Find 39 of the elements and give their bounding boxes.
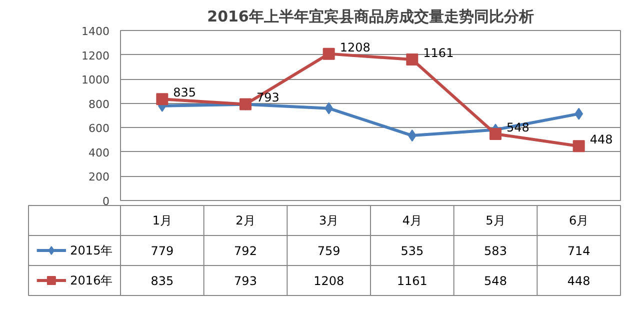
x-tick-label: 5月 [486, 214, 506, 228]
data-label: 835 [150, 274, 174, 288]
x-tick-label: 1月 [152, 214, 172, 228]
data-label: 779 [150, 244, 174, 258]
x-tick-label: 3月 [319, 214, 339, 228]
y-tick-label: 200 [88, 170, 110, 184]
annotation: 1161 [423, 46, 454, 60]
y-tick-label: 400 [88, 146, 110, 160]
data-label: 714 [567, 244, 590, 258]
annotation: 835 [173, 86, 196, 100]
y-tick-label: 1000 [82, 74, 110, 87]
y-tick-label: 600 [88, 122, 110, 136]
data-label: 1161 [396, 274, 428, 288]
data-label: 583 [484, 244, 507, 258]
annotation: 793 [256, 90, 280, 105]
data-label: 759 [317, 244, 340, 258]
annotation: 1208 [340, 40, 370, 54]
y-tick-label: 1400 [82, 25, 110, 38]
data-label: 793 [234, 274, 257, 288]
chart-title: 2016年上半年宜宾县商品房成交量走势同比分析 [207, 8, 534, 26]
y-tick-label: 1200 [82, 49, 110, 62]
legend-label: 2015年 [70, 244, 113, 258]
x-tick-label: 4月 [402, 214, 422, 228]
x-tick-label: 6月 [569, 214, 589, 228]
legend-label: 2016年 [70, 274, 113, 288]
point [572, 140, 585, 152]
y-tick-label: 800 [88, 98, 110, 111]
data-label: 1208 [314, 274, 344, 288]
data-label: 548 [484, 274, 507, 288]
y-tick-label: 0 [102, 195, 110, 208]
point [322, 48, 335, 60]
data-label: 448 [567, 274, 590, 288]
data-label: 792 [234, 244, 257, 258]
point [406, 54, 418, 66]
x-tick-label: 2月 [236, 214, 256, 228]
annotation: 448 [590, 132, 613, 147]
data-label: 535 [400, 244, 424, 258]
point [156, 93, 168, 106]
point [490, 128, 502, 140]
